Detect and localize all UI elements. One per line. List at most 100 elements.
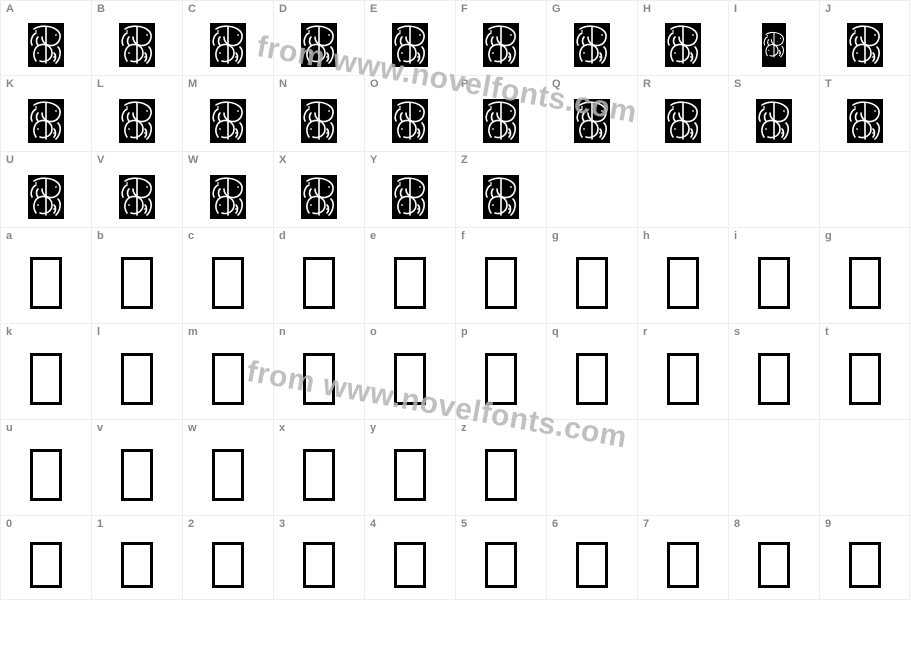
glyph-cell[interactable]: f	[455, 228, 546, 324]
glyph-cell[interactable]: e	[364, 228, 455, 324]
glyph-cell[interactable]: c	[182, 228, 273, 324]
glyph-cell[interactable]: A	[0, 0, 91, 76]
glyph-wrap	[729, 152, 819, 227]
glyph-cell[interactable]: v	[91, 420, 182, 516]
glyph-cell[interactable]: h	[637, 228, 728, 324]
glyph-wrap	[1, 76, 91, 151]
glyph-cell[interactable]: Z	[455, 152, 546, 228]
glyph-cell[interactable]: i	[728, 228, 819, 324]
ornamental-glyph-icon	[392, 175, 428, 219]
glyph-wrap	[547, 228, 637, 323]
glyph-cell[interactable]: g	[819, 228, 910, 324]
glyph-cell[interactable]: l	[91, 324, 182, 420]
glyph-cell[interactable]: d	[273, 228, 364, 324]
glyph-wrap	[92, 516, 182, 599]
glyph-cell[interactable]: Q	[546, 76, 637, 152]
empty-glyph-icon	[485, 257, 517, 309]
glyph-cell[interactable]: B	[91, 0, 182, 76]
glyph-cell[interactable]: 4	[364, 516, 455, 600]
glyph-cell[interactable]: J	[819, 0, 910, 76]
glyph-cell[interactable]: C	[182, 0, 273, 76]
glyph-cell[interactable]	[546, 152, 637, 228]
glyph-wrap	[729, 228, 819, 323]
glyph-cell[interactable]	[819, 420, 910, 516]
glyph-cell[interactable]: g	[546, 228, 637, 324]
glyph-cell-label: t	[825, 327, 829, 338]
glyph-cell[interactable]: 6	[546, 516, 637, 600]
glyph-cell-label: b	[97, 231, 104, 242]
glyph-cell[interactable]: a	[0, 228, 91, 324]
glyph-cell[interactable]: 2	[182, 516, 273, 600]
glyph-cell[interactable]: 8	[728, 516, 819, 600]
glyph-wrap	[547, 516, 637, 599]
glyph-cell[interactable]: q	[546, 324, 637, 420]
glyph-cell[interactable]: F	[455, 0, 546, 76]
glyph-cell[interactable]: K	[0, 76, 91, 152]
glyph-cell[interactable]: 7	[637, 516, 728, 600]
glyph-cell[interactable]: W	[182, 152, 273, 228]
glyph-row: klmnopqrst	[0, 324, 911, 420]
glyph-cell[interactable]: I	[728, 0, 819, 76]
glyph-cell[interactable]: N	[273, 76, 364, 152]
glyph-cell[interactable]: 0	[0, 516, 91, 600]
glyph-cell-label: X	[279, 155, 286, 166]
glyph-cell[interactable]: L	[91, 76, 182, 152]
glyph-cell[interactable]: s	[728, 324, 819, 420]
glyph-wrap	[92, 76, 182, 151]
glyph-cell[interactable]	[637, 420, 728, 516]
glyph-cell[interactable]: 9	[819, 516, 910, 600]
glyph-cell[interactable]: H	[637, 0, 728, 76]
glyph-cell[interactable]: 3	[273, 516, 364, 600]
glyph-cell-label: w	[188, 423, 197, 434]
glyph-cell[interactable]: z	[455, 420, 546, 516]
glyph-cell[interactable]: M	[182, 76, 273, 152]
glyph-cell-label: g	[552, 231, 559, 242]
glyph-cell[interactable]: r	[637, 324, 728, 420]
glyph-cell[interactable]: V	[91, 152, 182, 228]
glyph-cell[interactable]: y	[364, 420, 455, 516]
glyph-wrap	[92, 228, 182, 323]
glyph-cell[interactable]	[546, 420, 637, 516]
empty-glyph-icon	[121, 542, 153, 588]
glyph-cell[interactable]: p	[455, 324, 546, 420]
glyph-cell[interactable]: u	[0, 420, 91, 516]
glyph-cell[interactable]: P	[455, 76, 546, 152]
glyph-cell[interactable]: X	[273, 152, 364, 228]
glyph-cell-label: H	[643, 4, 651, 15]
glyph-wrap	[365, 152, 455, 227]
glyph-row: 01234 56789	[0, 516, 911, 600]
glyph-cell[interactable]: k	[0, 324, 91, 420]
glyph-cell[interactable]	[637, 152, 728, 228]
glyph-cell[interactable]: T	[819, 76, 910, 152]
glyph-cell[interactable]: b	[91, 228, 182, 324]
glyph-cell[interactable]: x	[273, 420, 364, 516]
glyph-wrap	[547, 152, 637, 227]
glyph-cell[interactable]: S	[728, 76, 819, 152]
glyph-wrap	[1, 1, 91, 75]
glyph-cell[interactable]	[819, 152, 910, 228]
glyph-cell[interactable]	[728, 152, 819, 228]
glyph-cell[interactable]: 5	[455, 516, 546, 600]
glyph-wrap	[365, 1, 455, 75]
glyph-cell[interactable]: D	[273, 0, 364, 76]
glyph-cell[interactable]: U	[0, 152, 91, 228]
glyph-cell-label: 4	[370, 519, 376, 530]
glyph-wrap	[729, 1, 819, 75]
ornamental-glyph-icon	[119, 99, 155, 143]
empty-glyph-icon	[576, 353, 608, 405]
glyph-cell[interactable]: n	[273, 324, 364, 420]
glyph-cell[interactable]: 1	[91, 516, 182, 600]
glyph-cell[interactable]: R	[637, 76, 728, 152]
glyph-cell[interactable]: o	[364, 324, 455, 420]
glyph-cell[interactable]: m	[182, 324, 273, 420]
glyph-cell[interactable]: t	[819, 324, 910, 420]
glyph-cell[interactable]	[728, 420, 819, 516]
glyph-wrap	[638, 324, 728, 419]
glyph-wrap	[92, 420, 182, 515]
glyph-cell[interactable]: G	[546, 0, 637, 76]
glyph-cell[interactable]: w	[182, 420, 273, 516]
glyph-wrap	[183, 228, 273, 323]
glyph-cell[interactable]: Y	[364, 152, 455, 228]
glyph-cell[interactable]: O	[364, 76, 455, 152]
glyph-cell[interactable]: E	[364, 0, 455, 76]
